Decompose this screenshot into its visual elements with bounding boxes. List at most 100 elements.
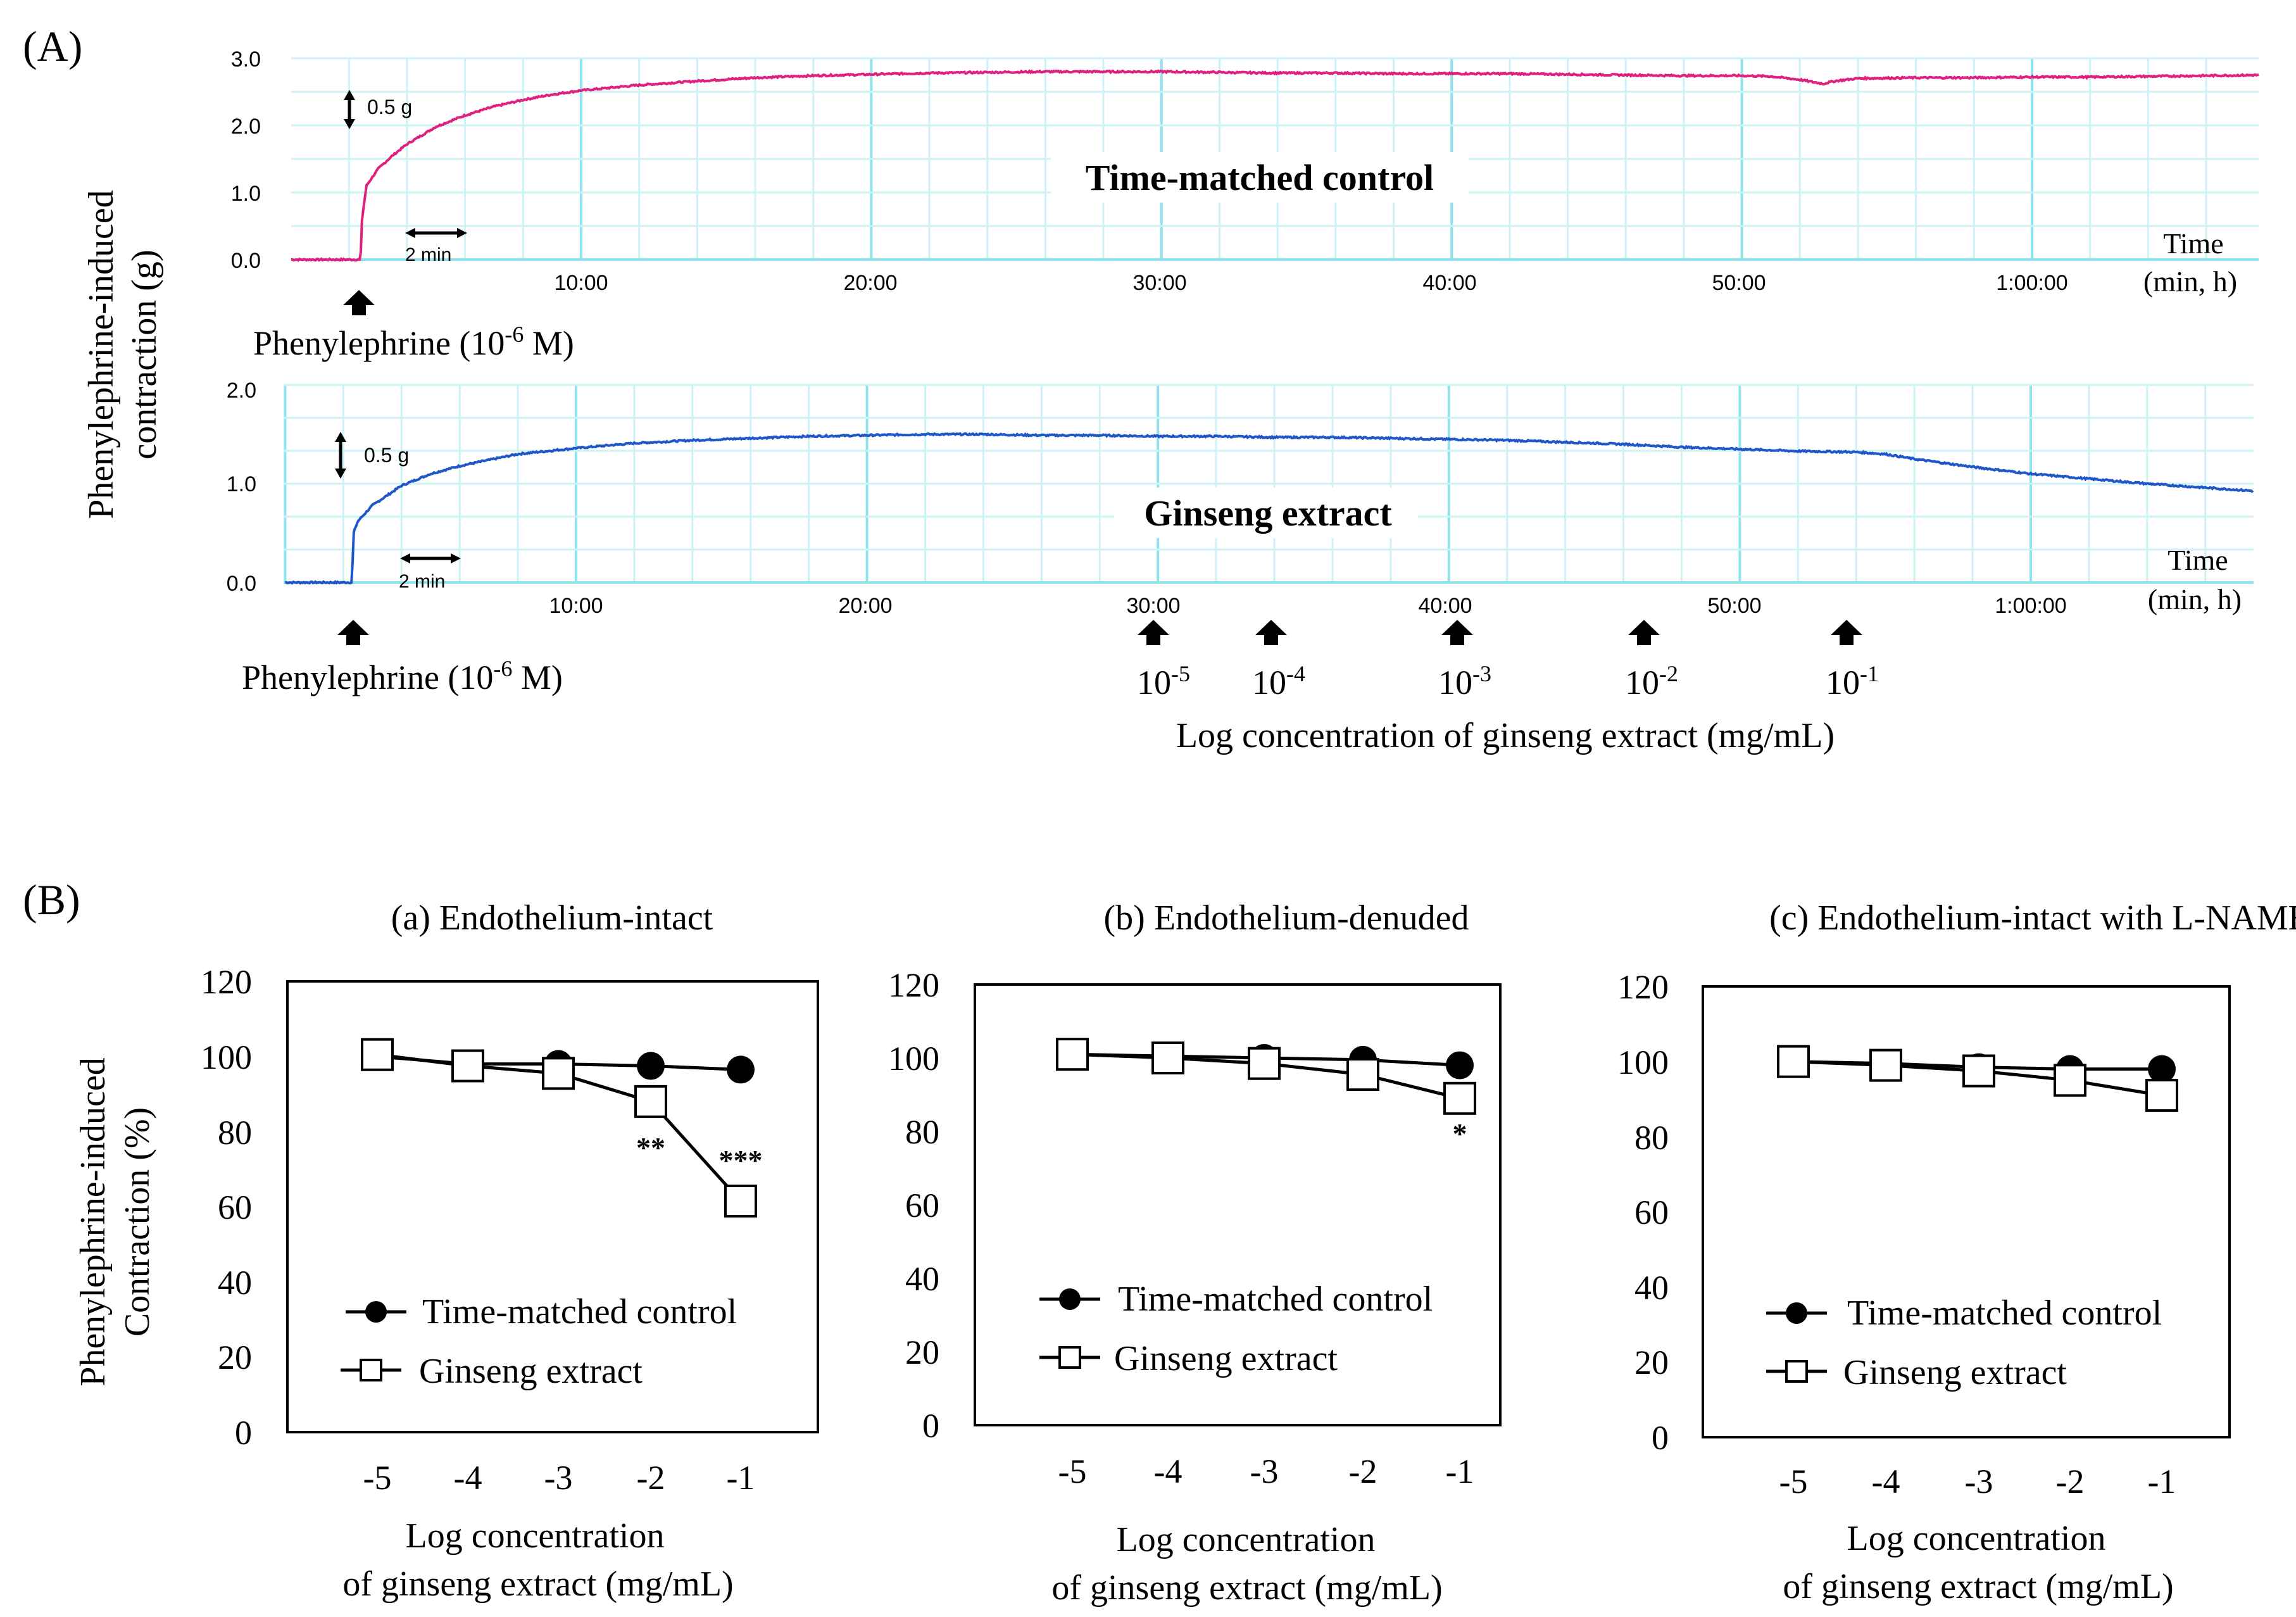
xtick-label: -3 [544,1459,573,1497]
conc-base: 10 [1137,664,1171,702]
ytick-label: 80 [905,1113,939,1151]
trace-top-xtick: 50:00 [1712,271,1766,295]
significance-label: *** [719,1144,763,1176]
ginseng-point [361,1038,394,1071]
subplot-c-xlabel-line-1: Log concentration [1847,1519,2106,1558]
trace-bottom-scale-y-label: 0.5 g [364,444,409,467]
ytick-label: 20 [905,1333,939,1371]
control-point [2148,1055,2176,1083]
xtick-label: -2 [1349,1452,1377,1490]
trace-bottom-time-label: Time [2167,544,2228,576]
trace-top-phenylephrine-label: Phenylephrine (10-6 M) [253,322,574,362]
ginseng-point [1443,1081,1476,1115]
panel-label-b: (B) [23,876,80,924]
trace-top-scalebar-y: 0.5 g [344,90,412,129]
conc-label: 10-5 [1137,661,1190,702]
xtick-label: -4 [454,1459,482,1497]
subplot-a-title: (a) Endothelium-intact [391,898,713,938]
trace-panel-top: 0.0 1.0 2.0 3.0 10:00 20:00 30:00 40:00 … [231,47,2259,362]
scalebar-y-head-up [344,90,355,100]
trace-top-ytick: 0.0 [231,249,261,273]
trace-bottom-xtick: 50:00 [1707,594,1761,618]
trace-bottom-xtick: 1:00:00 [1995,594,2066,618]
panel-a-ylabel: Phenylephrine-induced contraction (g) [82,190,164,519]
conc-exponent: -2 [1659,661,1678,686]
trace-top-xticks: 10:00 20:00 30:00 40:00 50:00 1:00:00 [554,271,2067,295]
ginseng-point [1346,1058,1379,1092]
trace-bottom-title: Ginseng extract [1144,493,1392,534]
subplot-c-yticks: 0 20 40 60 80 100 120 [1617,968,1669,1457]
trace-bottom-time-unit: (min, h) [2148,583,2242,615]
trace-bottom-xtick: 40:00 [1418,594,1472,618]
conc-label: 10-3 [1438,661,1491,702]
trace-bottom-ytick: 0.0 [227,572,256,596]
conc-base: 10 [1826,664,1860,702]
xtick-label: -4 [1154,1452,1183,1490]
ytick-label: 0 [235,1414,252,1452]
phenylephrine-text: Phenylephrine (10 [253,324,505,362]
legend-marker-control [1786,1302,1807,1324]
trace-bottom-yticks: 0.0 1.0 2.0 [227,379,256,596]
ytick-label: 100 [888,1040,939,1078]
trace-panel-bottom: 0.0 1.0 2.0 10:00 20:00 30:00 40:00 50:0… [227,379,2254,755]
trace-top-xtick: 40:00 [1422,271,1476,295]
trace-bottom-scale-x-label: 2 min [399,571,445,592]
trace-top-phenylephrine-arrow [343,290,375,315]
up-arrow-icon [343,290,375,315]
trace-top-ytick: 2.0 [231,115,261,139]
ytick-label: 40 [905,1260,939,1298]
xtick-label: -1 [1446,1452,1474,1490]
trace-top-xtick: 30:00 [1132,271,1186,295]
legend-label-control: Time-matched control [1118,1280,1433,1319]
trace-top-grid [291,57,2259,261]
control-point [727,1055,755,1084]
scalebar-y-head-up [335,432,346,442]
trace-top-yticks: 0.0 1.0 2.0 3.0 [231,47,261,273]
up-arrow-icon [1831,620,1862,645]
trace-bottom-phenylephrine-label: Phenylephrine (10-6 M) [242,656,563,696]
ginseng-point [1056,1038,1089,1071]
phenylephrine-text: Phenylephrine (10 [242,658,493,696]
xtick-label: -5 [1058,1452,1087,1490]
trace-top-series-line [291,69,2259,262]
trace-top-scalebar-x: 2 min [405,228,467,265]
conc-exponent: -3 [1472,661,1491,686]
xtick-label: -3 [1965,1463,1993,1501]
ginseng-point [1962,1054,1995,1088]
ginseng-point [1777,1045,1810,1078]
scalebar-x-head-right [451,553,461,563]
subplot-a-legend: Time-matched control Ginseng extract [341,1292,737,1391]
trace-bottom-ytick: 1.0 [227,472,256,496]
ytick-label: 0 [922,1407,939,1445]
trace-bottom-xtick: 30:00 [1126,594,1180,618]
phenylephrine-unit: M) [524,324,574,362]
trace-bottom-scalebar-x: 2 min [399,553,461,592]
phenylephrine-unit: M) [512,658,563,696]
trace-bottom-scalebar-y: 0.5 g [335,432,409,479]
ginseng-point [1151,1041,1184,1074]
subplot-c-xlabel-line-2: of ginseng extract (mg/mL) [1783,1567,2173,1606]
xtick-label: -1 [727,1459,755,1497]
trace-top-time-unit: (min, h) [2143,265,2237,298]
ginseng-point [542,1057,575,1090]
ginseng-point [634,1085,667,1118]
ginseng-point [2145,1079,2178,1112]
xtick-label: -2 [637,1459,665,1497]
panel-label-a: (A) [23,22,82,70]
scalebar-x-head-right [457,228,467,238]
ginseng-concentration-axis-label: Log concentration of ginseng extract (mg… [1176,716,1835,755]
scalebar-y-head-down [344,119,355,129]
ginseng-point [451,1049,484,1083]
trace-bottom-xticks: 10:00 20:00 30:00 40:00 50:00 1:00:00 [549,594,2066,618]
up-arrow-icon [1441,620,1473,645]
legend-marker-control [365,1301,387,1323]
legend-label-ginseng: Ginseng extract [419,1352,643,1391]
trace-top-scale-y-label: 0.5 g [367,96,412,118]
ytick-label: 60 [905,1186,939,1224]
ytick-label: 120 [888,966,939,1004]
trace-top-xtick: 20:00 [843,271,897,295]
xtick-label: -5 [363,1459,392,1497]
ytick-label: 80 [1634,1119,1669,1157]
trace-top-ytick: 1.0 [231,182,261,206]
subplot-b-marks [1056,1038,1476,1115]
